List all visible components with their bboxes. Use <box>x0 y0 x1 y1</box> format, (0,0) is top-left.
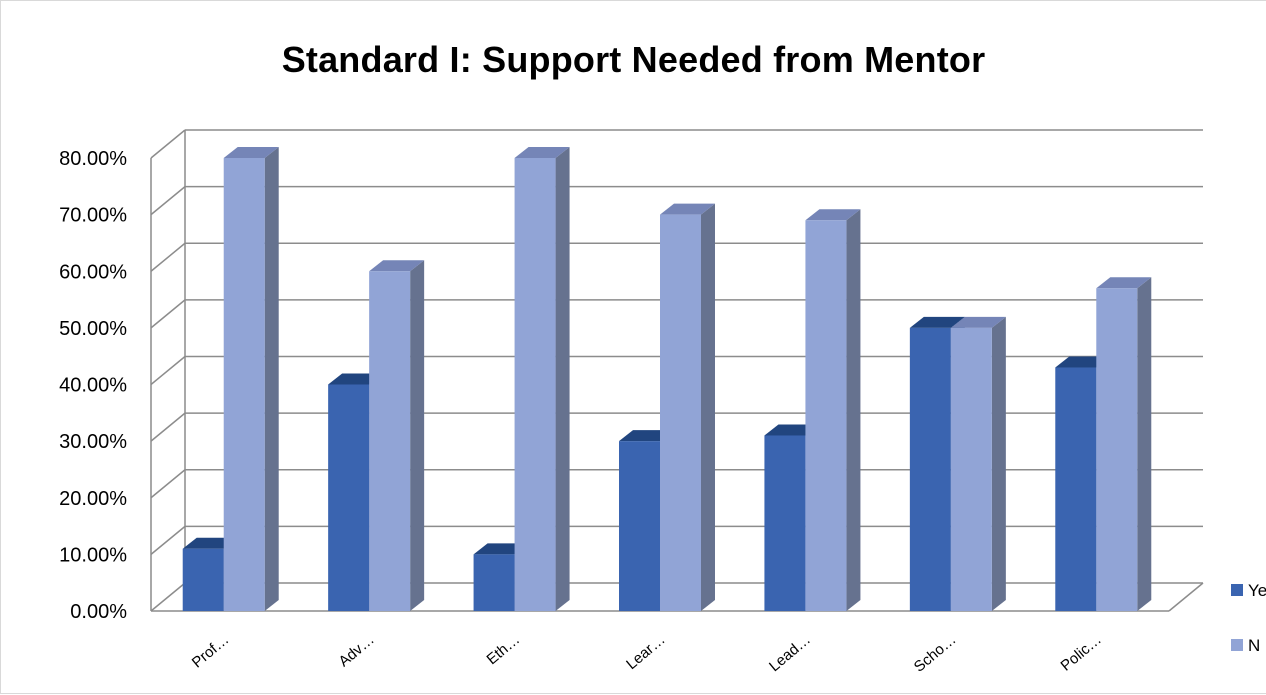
y-tick-label: 0.00% <box>70 601 127 623</box>
y-tick-label: 50.00% <box>59 318 127 340</box>
gridline-side <box>150 242 186 272</box>
bar-series2-side <box>555 147 570 611</box>
gridline-side <box>150 355 186 386</box>
gridline-side <box>150 582 186 612</box>
bar-series2-top <box>805 209 861 221</box>
bar-series1 <box>764 435 806 611</box>
bar-series2 <box>660 214 701 611</box>
legend-swatch-series1 <box>1231 584 1243 596</box>
bar-series2-side <box>846 209 861 611</box>
x-category-label: Polic… <box>1058 631 1105 675</box>
bar-series2-top <box>369 260 425 272</box>
legend-label-series1: Ye <box>1248 581 1266 600</box>
bar-series2-top <box>1096 277 1152 289</box>
gridline-side <box>150 412 186 442</box>
x-category-label: Eth… <box>483 631 523 668</box>
bar-series2-top <box>514 147 570 158</box>
bar-series2-side <box>264 147 279 611</box>
y-tick-label: 60.00% <box>59 261 127 283</box>
y-tick-label: 20.00% <box>59 488 127 510</box>
gridline-side <box>150 525 186 555</box>
gridline-side <box>150 129 186 159</box>
y-tick-label: 40.00% <box>59 375 127 397</box>
bar-series1 <box>182 548 224 611</box>
bar-series1 <box>619 441 660 611</box>
x-category-label: Scho… <box>911 631 960 676</box>
bar-series2 <box>369 271 411 611</box>
bar-series2 <box>950 327 992 611</box>
y-tick-label: 80.00% <box>59 148 127 170</box>
bar-series2-side <box>1137 277 1152 611</box>
gridline-side <box>150 186 186 216</box>
legend-swatch-series2 <box>1231 639 1243 651</box>
bar-series2-top <box>660 203 715 215</box>
bar-series1 <box>1055 367 1097 611</box>
bar-series2-side <box>410 260 425 611</box>
y-tick-label: 70.00% <box>59 205 127 227</box>
legend-label-series2: N <box>1248 636 1260 655</box>
x-category-label: Lear… <box>623 631 668 673</box>
bar-series1 <box>328 384 370 611</box>
x-category-label: Prof… <box>189 631 232 671</box>
gridline-side <box>150 299 186 329</box>
bar-series2-top <box>223 147 279 158</box>
bar-series2-side <box>701 203 715 611</box>
gridline-side <box>150 469 186 499</box>
bar-series2 <box>223 158 265 611</box>
y-tick-label: 30.00% <box>59 431 127 453</box>
bar-series2-top <box>950 316 1006 328</box>
bar-series2-side <box>991 316 1006 611</box>
bar-series2 <box>1096 288 1138 611</box>
x-category-label: Lead… <box>766 631 814 675</box>
x-category-label: Adv… <box>335 631 377 670</box>
bar-series2 <box>514 158 556 611</box>
bar-series2 <box>805 220 847 611</box>
floor-right-edge <box>1168 582 1204 612</box>
y-tick-label: 10.00% <box>59 544 127 566</box>
bar-series1 <box>909 327 951 611</box>
bar-series1 <box>473 554 515 611</box>
chart-title: Standard I: Support Needed from Mentor <box>281 39 986 80</box>
bar-series1-top <box>909 316 965 328</box>
